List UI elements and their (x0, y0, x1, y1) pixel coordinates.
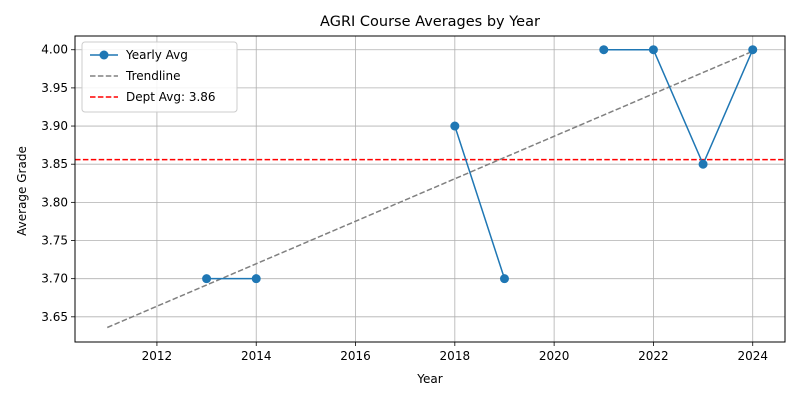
legend-marker-yearly-avg (99, 50, 109, 60)
y-tick-label: 3.70 (41, 272, 68, 286)
data-point-yearly-avg (499, 274, 509, 284)
y-axis-ticks: 3.65 3.70 3.75 3.80 3.85 3.90 3.95 4.00 (41, 43, 75, 324)
series-line-yearly-avg (454, 125, 506, 279)
legend-box (81, 41, 238, 113)
x-tick-label: 2020 (539, 349, 570, 363)
x-tick-label: 2012 (142, 349, 173, 363)
plot-frame (74, 35, 786, 343)
y-tick-label: 3.90 (41, 119, 68, 133)
x-axis-label: Year (416, 372, 442, 386)
x-tick-label: 2018 (440, 349, 471, 363)
series (106, 45, 758, 329)
data-point-yearly-avg (599, 45, 609, 55)
y-tick-label: 3.95 (41, 81, 68, 95)
series-line-yearly-avg (603, 48, 754, 165)
legend: Yearly Avg Trendline Dept Avg: 3.86 (81, 41, 238, 113)
x-tick-label: 2024 (737, 349, 768, 363)
data-point-yearly-avg (748, 45, 758, 55)
grid (75, 36, 785, 342)
chart-title: AGRI Course Averages by Year (320, 14, 540, 30)
y-tick-label: 3.65 (41, 310, 68, 324)
data-point-yearly-avg (450, 121, 460, 131)
data-point-yearly-avg (648, 45, 658, 55)
legend-label-dept-avg: Dept Avg: 3.86 (126, 90, 216, 104)
legend-label-trendline: Trendline (125, 69, 181, 83)
x-tick-label: 2022 (638, 349, 669, 363)
y-tick-label: 4.00 (41, 43, 68, 57)
legend-label-yearly-avg: Yearly Avg (125, 48, 188, 62)
data-point-yearly-avg (698, 159, 708, 169)
y-tick-label: 3.80 (41, 195, 68, 209)
data-point-yearly-avg (202, 274, 212, 284)
y-axis-label: Average Grade (15, 146, 29, 236)
x-tick-label: 2014 (241, 349, 272, 363)
x-tick-label: 2016 (340, 349, 371, 363)
x-axis-ticks: 2012 2014 2016 2018 2020 2022 2024 (142, 342, 768, 363)
y-tick-label: 3.85 (41, 157, 68, 171)
series-line-trendline (106, 50, 754, 329)
y-tick-label: 3.75 (41, 234, 68, 248)
data-point-yearly-avg (251, 274, 261, 284)
